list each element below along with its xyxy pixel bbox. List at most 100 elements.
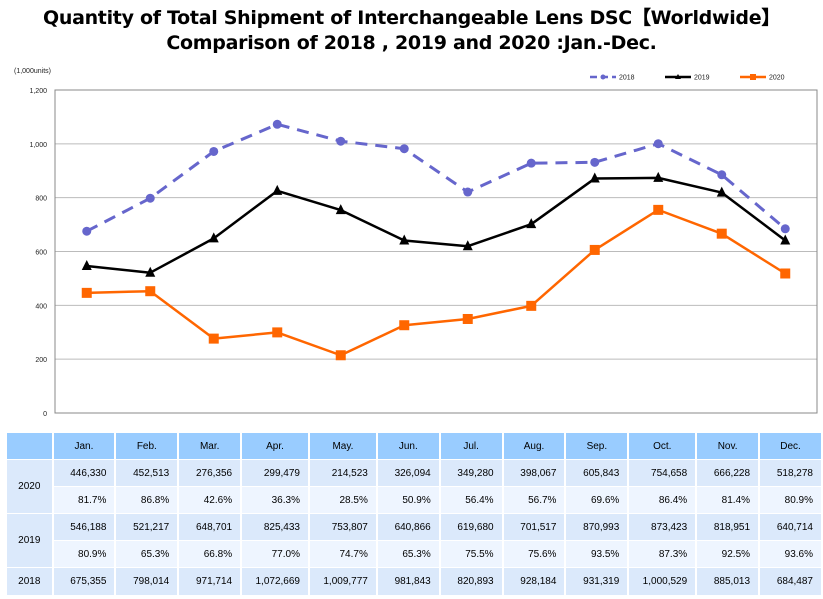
- percent-cell: 66.8%: [179, 541, 241, 567]
- percent-cell: 65.3%: [377, 541, 439, 567]
- percent-cell: 69.6%: [566, 487, 628, 513]
- units-cell: 870,993: [566, 514, 628, 540]
- percent-cell: 28.5%: [309, 487, 376, 513]
- data-point-2020-jan: [81, 287, 92, 298]
- units-cell: 452,513: [116, 460, 178, 486]
- y-tick-label: 600: [35, 250, 47, 257]
- units-cell: 928,184: [503, 568, 565, 595]
- data-point-2020-jul: [462, 313, 473, 324]
- percent-cell: 80.9%: [53, 541, 115, 567]
- units-cell: 971,714: [179, 568, 241, 595]
- percent-cell: 92.5%: [697, 541, 759, 567]
- legend-label-2020: 2020: [769, 75, 785, 82]
- data-table: Jan. Feb. Mar. Apr. May. Jun. Jul. Aug. Sep. Oct.…: [5, 432, 823, 596]
- column-header: Mar.: [179, 433, 241, 459]
- row-year-label: 2020: [7, 460, 52, 513]
- data-point-2018-nov: [717, 170, 727, 180]
- column-header: Nov.: [697, 433, 759, 459]
- units-cell: 1,072,669: [242, 568, 308, 595]
- column-header: Jan.: [53, 433, 115, 459]
- legend-label-2018: 2018: [619, 75, 635, 82]
- data-point-2019-dec: [780, 234, 791, 245]
- units-cell: 666,228: [697, 460, 759, 486]
- percent-cell: 56.4%: [440, 487, 502, 513]
- series-line-2018: [86, 122, 787, 233]
- percent-cell: 80.9%: [760, 487, 821, 513]
- data-point-2019-jun: [399, 234, 410, 245]
- data-point-2020-jun: [399, 320, 410, 331]
- units-cell: 276,356: [179, 460, 241, 486]
- table-row-units-2019: 2019 546,188 521,217 648,701 825,433 753,807 6…: [7, 514, 821, 567]
- percent-cell: 81.4%: [697, 487, 759, 513]
- row-year-label: 2018: [7, 568, 52, 595]
- units-cell: 299,479: [242, 460, 308, 486]
- units-cell: 981,843: [377, 568, 439, 595]
- data-point-2019-sep: [589, 172, 600, 183]
- data-point-2020-mar: [208, 333, 219, 344]
- units-cell: 701,517: [503, 514, 565, 540]
- data-point-2020-oct: [653, 204, 664, 215]
- data-point-2019-mar: [208, 232, 219, 243]
- data-point-2020-feb: [145, 286, 156, 297]
- data-point-2019-aug: [526, 218, 537, 229]
- data-point-2019-jul: [462, 240, 473, 251]
- column-header: Dec.: [760, 433, 821, 459]
- data-point-2020-may: [335, 350, 346, 361]
- units-cell: 521,217: [116, 514, 178, 540]
- units-cell: 349,280: [440, 460, 502, 486]
- units-cell: 546,188: [53, 514, 115, 540]
- data-point-2019-may: [335, 204, 346, 215]
- percent-cell: 65.3%: [116, 541, 178, 567]
- y-tick-label: 1,000: [29, 142, 47, 149]
- percent-cell: 86.4%: [629, 487, 696, 513]
- column-header: Aug.: [503, 433, 565, 459]
- percent-cell: 74.7%: [309, 541, 376, 567]
- data-point-2018-oct: [653, 139, 663, 149]
- data-point-2019-jan: [81, 259, 92, 270]
- row-year-label: 2019: [7, 514, 52, 567]
- units-cell: 214,523: [309, 460, 376, 486]
- data-point-2019-apr: [272, 184, 283, 195]
- units-cell: 753,807: [309, 514, 376, 540]
- y-tick-label: 0: [43, 411, 47, 418]
- column-header: Oct.: [629, 433, 696, 459]
- column-header: Jul.: [440, 433, 502, 459]
- column-header: Jun.: [377, 433, 439, 459]
- table-corner-cell: [7, 433, 52, 459]
- data-point-2018-may: [336, 136, 346, 146]
- percent-cell: 77.0%: [242, 541, 308, 567]
- units-cell: 684,487: [760, 568, 821, 595]
- y-tick-label: 800: [35, 196, 47, 203]
- data-point-2018-dec: [780, 224, 790, 234]
- data-point-2019-feb: [145, 266, 156, 277]
- units-cell: 885,013: [697, 568, 759, 595]
- units-cell: 754,658: [629, 460, 696, 486]
- data-point-2020-apr: [272, 327, 283, 338]
- data-point-2020-nov: [716, 228, 727, 239]
- data-point-2018-apr: [272, 119, 282, 129]
- data-point-2018-jun: [399, 144, 409, 154]
- data-point-2018-mar: [209, 146, 219, 156]
- percent-cell: 75.6%: [503, 541, 565, 567]
- units-cell: 873,423: [629, 514, 696, 540]
- data-point-2018-feb: [145, 193, 155, 203]
- table-header-row: Jan. Feb. Mar. Apr. May. Jun. Jul. Aug. Sep. Oct.…: [7, 433, 821, 459]
- column-header: Apr.: [242, 433, 308, 459]
- legend-marker-2019: [675, 74, 681, 79]
- table-row-units-2020: 2020 446,330 452,513 276,356 299,479 214,523 3…: [7, 460, 821, 513]
- column-header: Feb.: [116, 433, 178, 459]
- percent-cell: 87.3%: [629, 541, 696, 567]
- units-cell: 931,319: [566, 568, 628, 595]
- series-line-2019: [86, 176, 787, 274]
- table-row-units-2018: 2018 675,355 798,014 971,714 1,072,669 1,009,…: [7, 568, 821, 595]
- y-axis-unit-label: (1,000units): [14, 68, 51, 75]
- units-cell: 518,278: [760, 460, 821, 486]
- units-cell: 1,009,777: [309, 568, 376, 595]
- data-point-2019-nov: [716, 186, 727, 197]
- units-cell: 818,951: [697, 514, 759, 540]
- data-point-2020-sep: [589, 244, 600, 255]
- percent-cell: 50.9%: [377, 487, 439, 513]
- percent-cell: 93.5%: [566, 541, 628, 567]
- y-tick-label: 1,200: [29, 88, 47, 95]
- legend-label-2019: 2019: [694, 75, 710, 82]
